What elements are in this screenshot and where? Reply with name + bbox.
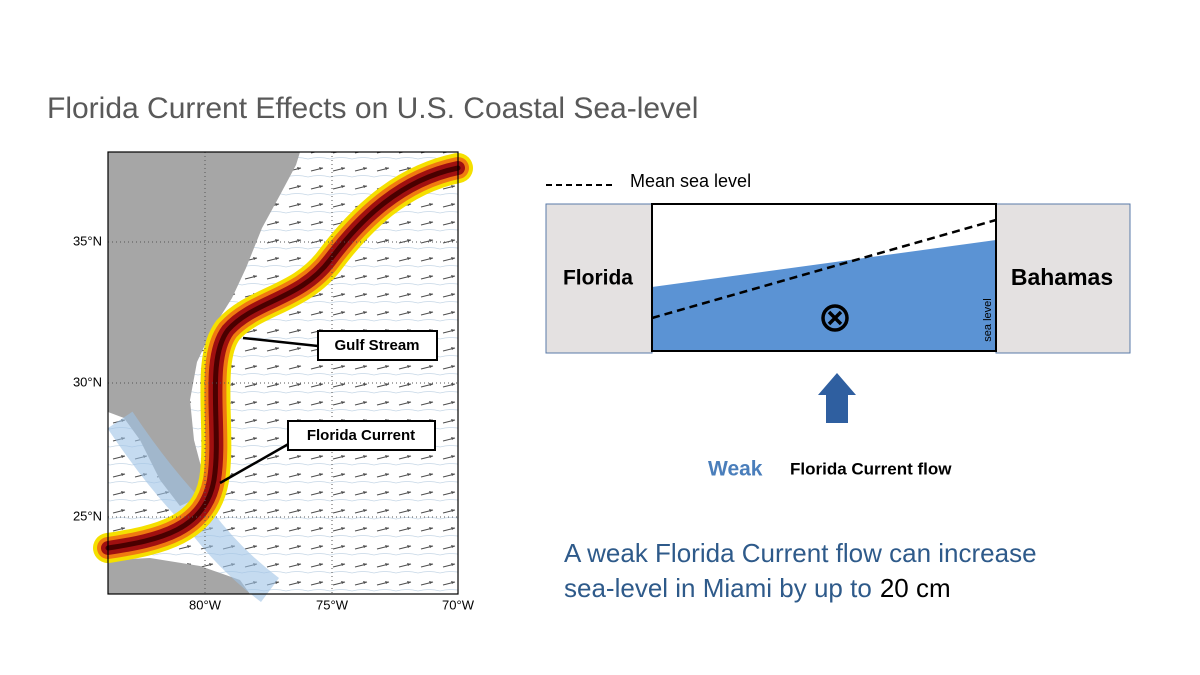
callout-box bbox=[317, 330, 438, 361]
water bbox=[652, 240, 996, 351]
legend-label: Mean sea level bbox=[630, 171, 751, 191]
conclusion-text: sea-level in Miami by up to bbox=[564, 573, 872, 603]
florida-label: Florida bbox=[563, 267, 633, 290]
callout-box bbox=[287, 420, 436, 451]
conclusion-highlight: 20 cm bbox=[880, 573, 951, 603]
land-south bbox=[108, 558, 250, 594]
into-page-symbol bbox=[821, 304, 849, 332]
lat-label: 35°N bbox=[73, 233, 102, 248]
lat-label: 25°N bbox=[73, 508, 102, 523]
current-band bbox=[93, 153, 473, 563]
map-frame bbox=[107, 151, 459, 595]
map: 35°N 30°N 25°N 80°W 75°W 70°W Gulf Strea… bbox=[73, 151, 475, 612]
bahamas-box bbox=[995, 203, 1131, 354]
callout-label: Florida Current bbox=[307, 427, 415, 444]
callout-leader bbox=[219, 440, 293, 485]
flow-label: Florida Current flow bbox=[790, 459, 952, 478]
strength-label: Weak bbox=[708, 458, 763, 481]
flow-arrow bbox=[818, 373, 856, 423]
graticule bbox=[108, 152, 458, 594]
bahamas-label: Bahamas bbox=[1011, 264, 1113, 290]
conclusion: A weak Florida Current flow can increase… bbox=[564, 538, 1037, 603]
channel-box bbox=[651, 203, 997, 352]
land bbox=[108, 152, 300, 506]
slide-title: Florida Current Effects on U.S. Coastal … bbox=[47, 92, 698, 125]
lon-label: 70°W bbox=[442, 597, 475, 612]
callout-label: Gulf Stream bbox=[334, 337, 419, 354]
conclusion-line: A weak Florida Current flow can increase bbox=[564, 538, 1037, 568]
mean-sea-level-line bbox=[651, 218, 997, 320]
sea-level-diagram: Mean sea level Florida Bahamas sea level… bbox=[545, 171, 1131, 481]
conclusion-line: sea-level in Miami by up to 20 cm bbox=[564, 573, 951, 603]
side-label: sea level bbox=[982, 298, 994, 341]
callout-leader bbox=[242, 336, 319, 348]
florida-box bbox=[545, 203, 653, 354]
lon-label: 75°W bbox=[316, 597, 349, 612]
lon-label: 80°W bbox=[189, 597, 222, 612]
lat-label: 30°N bbox=[73, 374, 102, 389]
